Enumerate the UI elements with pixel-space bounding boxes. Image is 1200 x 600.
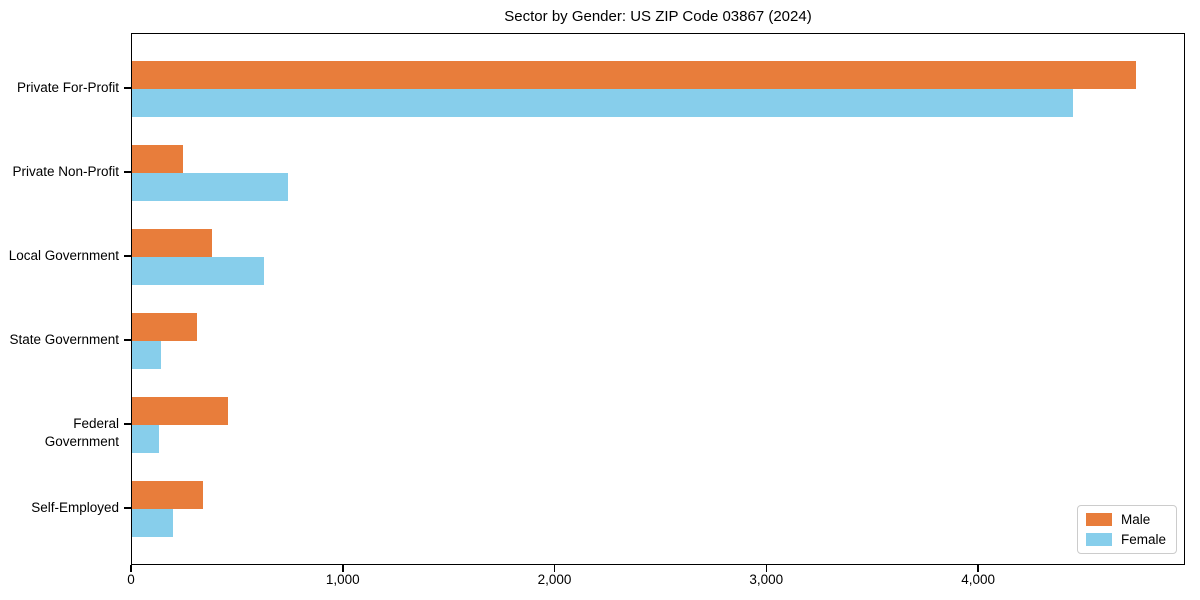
y-axis-category-label: Private For-Profit [16,80,119,95]
y-axis-category-label: Federal Government [44,416,119,449]
x-axis-tick-label: 2,000 [537,572,572,587]
bar-male [132,61,1136,89]
chart-title: Sector by Gender: US ZIP Code 03867 (202… [504,8,812,25]
bar-male [132,397,228,425]
bar-male [132,481,203,509]
y-axis-category-label: State Government [9,332,119,347]
legend-label-female: Female [1120,532,1166,547]
bar-female [132,341,161,369]
x-axis-tick [553,565,556,572]
bar-male [132,229,212,257]
x-axis-tick [130,565,132,572]
bar-female [132,89,1073,117]
legend-item-male: Male [1085,512,1166,527]
bar-male [132,313,197,341]
y-axis-category-label: Self-Employed [31,500,119,515]
bar-female [132,173,288,201]
x-axis-tick-label: 1,000 [325,572,360,587]
y-axis-category-label: Private Non-Profit [12,164,119,179]
x-axis-tick [342,565,344,572]
legend-swatch-male [1085,513,1112,526]
bar-female [132,509,173,537]
x-axis-tick [765,565,768,572]
y-axis-tick [124,423,131,425]
bar-male [132,145,183,173]
legend-item-female: Female [1085,532,1166,547]
x-axis-tick-label: 0 [127,572,135,587]
y-axis-category-label: Local Government [8,248,119,263]
legend-label-male: Male [1120,512,1151,527]
plot-area: Male Female [131,33,1185,565]
bar-female [132,425,159,453]
y-axis-tick [124,255,131,257]
y-axis-tick [124,339,131,341]
y-axis-tick [124,507,131,509]
x-axis-tick-label: 3,000 [749,572,784,587]
y-axis-tick [124,171,131,173]
legend: Male Female [1076,505,1177,554]
y-axis-tick [124,87,131,89]
x-axis-tick [977,565,979,572]
bar-female [132,257,264,285]
legend-swatch-female [1085,533,1112,546]
x-axis-tick-label: 4,000 [961,572,995,587]
